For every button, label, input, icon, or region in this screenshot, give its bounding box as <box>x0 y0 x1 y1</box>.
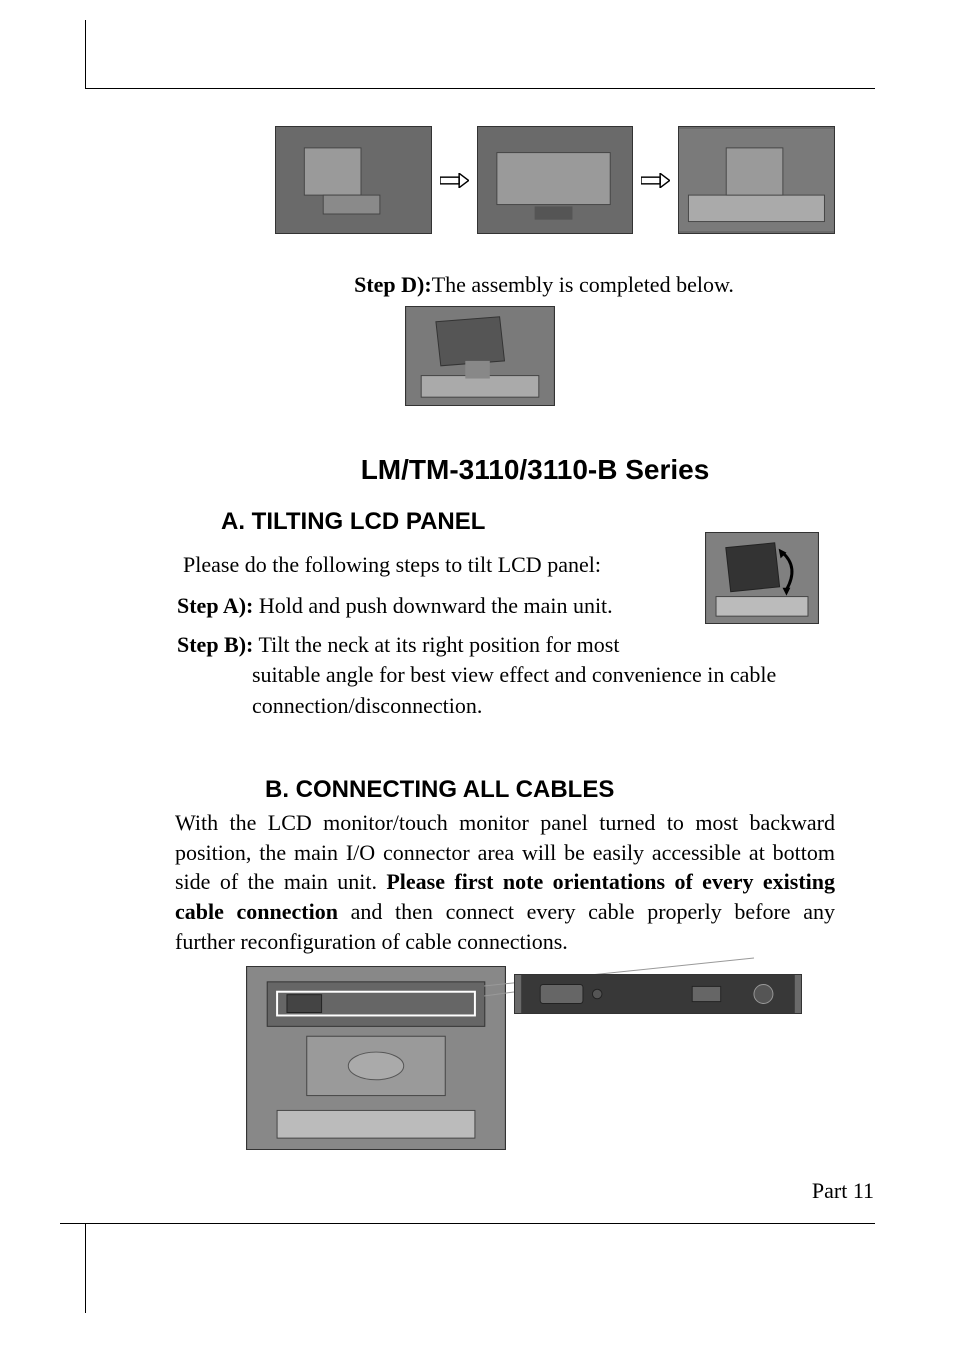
connector-figure-front <box>246 966 506 1150</box>
assembly-figure-1 <box>275 126 432 234</box>
content-area: Step D):The assembly is completed below.… <box>175 120 835 1150</box>
step-b-continuation: suitable angle for best view effect and … <box>252 660 835 722</box>
step-b-label: Step B): <box>177 632 253 657</box>
main-title: LM/TM-3110/3110-B Series <box>235 454 835 486</box>
header-rule <box>85 88 875 89</box>
connector-figure-row <box>225 966 835 1150</box>
page-number: Part 11 <box>812 1178 874 1204</box>
arrow-right-icon <box>440 173 469 188</box>
tilt-figure <box>705 532 819 624</box>
connector-figure-detail <box>514 974 802 1014</box>
step-a-line: Step A): Hold and push downward the main… <box>177 591 677 622</box>
step-d-rest: The assembly is completed below. <box>432 272 734 297</box>
section-b-paragraph: With the LCD monitor/touch monitor panel… <box>175 808 835 956</box>
step-a-rest: Hold and push downward the main unit. <box>253 593 612 618</box>
assembly-figure-2 <box>477 126 634 234</box>
footer-rule <box>60 1223 875 1224</box>
footer-vertical-rule <box>85 1223 86 1313</box>
step-b-first: Tilt the neck at its right position for … <box>253 632 619 657</box>
step-a-label: Step A): <box>177 593 253 618</box>
step-d-figure <box>405 306 555 406</box>
header-vertical-rule <box>85 20 86 88</box>
step-b-block: Step B): Tilt the neck at its right posi… <box>177 630 835 722</box>
section-b-title: B. CONNECTING ALL CABLES <box>265 776 835 804</box>
assembly-figure-3 <box>678 126 835 234</box>
page-container: Step D):The assembly is completed below.… <box>0 0 954 1352</box>
step-d-text: Step D):The assembly is completed below. <box>253 272 835 298</box>
assembly-figure-row <box>275 126 835 234</box>
connector-detail-wrapper <box>514 966 814 1014</box>
step-b-first-line: Step B): Tilt the neck at its right posi… <box>177 630 835 661</box>
arrow-right-icon <box>641 173 670 188</box>
step-d-label: Step D): <box>354 272 432 297</box>
